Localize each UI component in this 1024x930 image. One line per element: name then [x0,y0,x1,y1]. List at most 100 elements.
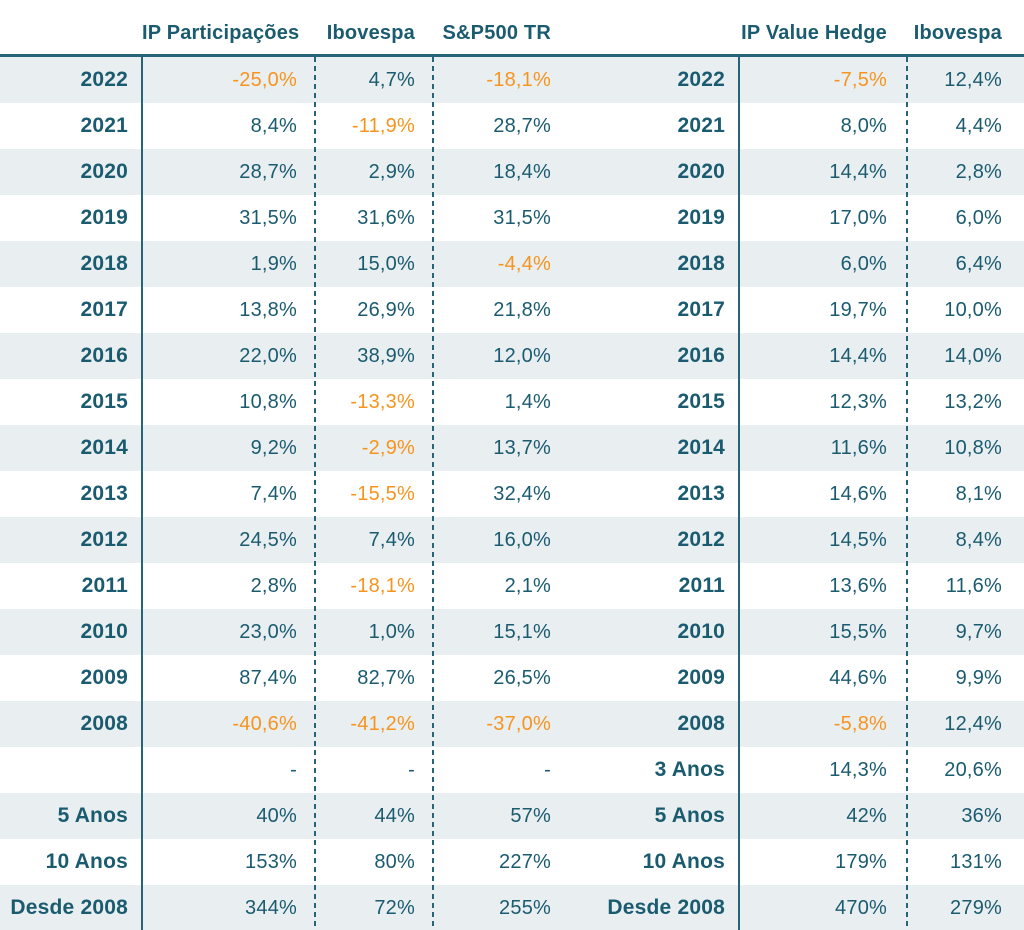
table-row: 2022 -25,0% 4,7% -18,1% 2022 -7,5% 12,4% [0,57,1024,103]
header-sp500-tr: S&P500 TR [442,22,551,44]
year-cell: Desde 2008 [10,896,128,919]
table-body: 2022 -25,0% 4,7% -18,1% 2022 -7,5% 12,4% 2021 8,… [0,57,1024,930]
year-cell: 2019 [677,206,725,229]
value-cell: 8,4% [955,528,1002,551]
header-ibovespa-right: Ibovespa [913,22,1002,44]
year-cell: 2021 [80,114,128,137]
divider-dashed-1 [314,57,316,930]
value-cell: 21,8% [493,298,551,321]
year-cell: 2017 [677,298,725,321]
year-cell: 2010 [677,620,725,643]
value-cell: 7,4% [368,528,415,551]
header-year-right [585,45,739,54]
value-cell: -5,8% [833,712,887,735]
header-ip-value-hedge: IP Value Hedge [741,22,887,44]
year-cell: 2011 [678,574,725,597]
value-cell: 9,7% [955,620,1002,643]
table-row: 10 Anos 153% 80% 227% 10 Anos 179% 131% [0,839,1024,885]
value-cell: -41,2% [350,712,415,735]
value-cell: -4,4% [497,252,551,275]
header-year-left [0,45,142,54]
value-cell: 4,7% [368,68,415,91]
table-row: 2015 10,8% -13,3% 1,4% 2015 12,3% 13,2% [0,379,1024,425]
value-cell: 10,8% [239,390,297,413]
header-ip-participacoes: IP Participações [142,22,300,44]
value-cell: 23,0% [239,620,297,643]
header-ibovespa-left: Ibovespa [326,22,415,44]
year-cell: 5 Anos [57,804,128,827]
value-cell: -7,5% [833,68,887,91]
value-cell: -18,1% [486,68,551,91]
value-cell: 179% [835,850,887,873]
divider-solid-left [141,57,143,930]
value-cell: 6,0% [840,252,887,275]
value-cell: 40% [256,804,297,827]
value-cell: - [544,758,551,781]
value-cell: 10,8% [944,436,1002,459]
value-cell: 26,9% [357,298,415,321]
value-cell: -37,0% [486,712,551,735]
year-cell: 2009 [80,666,128,689]
value-cell: 38,9% [357,344,415,367]
value-cell: -15,5% [350,482,415,505]
year-cell: 2013 [677,482,725,505]
value-cell: -25,0% [232,68,297,91]
table-row: 2014 9,2% -2,9% 13,7% 2014 11,6% 10,8% [0,425,1024,471]
year-cell: 3 Anos [654,758,725,781]
value-cell: 14,0% [944,344,1002,367]
year-cell: 2020 [677,160,725,183]
value-cell: 57% [510,804,551,827]
year-cell: 2012 [80,528,128,551]
year-cell: 2012 [677,528,725,551]
table-header-row: IP Participações Ibovespa S&P500 TR IP V… [0,0,1024,54]
value-cell: -18,1% [350,574,415,597]
year-cell: 2008 [677,712,725,735]
table-row: - - - 3 Anos 14,3% 20,6% [0,747,1024,793]
value-cell: 1,9% [250,252,297,275]
value-cell: 18,4% [493,160,551,183]
value-cell: 22,0% [239,344,297,367]
value-cell: 7,4% [250,482,297,505]
table-row: 2019 31,5% 31,6% 31,5% 2019 17,0% 6,0% [0,195,1024,241]
value-cell: 11,6% [945,574,1002,597]
value-cell: 11,6% [830,436,887,459]
value-cell: 31,5% [493,206,551,229]
value-cell: 31,6% [357,206,415,229]
value-cell: 82,7% [357,666,415,689]
value-cell: 87,4% [239,666,297,689]
value-cell: 12,4% [944,712,1002,735]
year-cell: 2016 [80,344,128,367]
value-cell: 15,1% [493,620,551,643]
table-row: 2013 7,4% -15,5% 32,4% 2013 14,6% 8,1% [0,471,1024,517]
year-cell: 2015 [677,390,725,413]
year-cell: 2018 [677,252,725,275]
year-cell: 2010 [80,620,128,643]
year-cell: 2013 [80,482,128,505]
table-row: 2009 87,4% 82,7% 26,5% 2009 44,6% 9,9% [0,655,1024,701]
year-cell: 2022 [677,68,725,91]
year-cell: 5 Anos [654,804,725,827]
value-cell: 28,7% [239,160,297,183]
value-cell: 19,7% [829,298,887,321]
value-cell: 2,1% [504,574,551,597]
value-cell: 227% [499,850,551,873]
value-cell: 10,0% [944,298,1002,321]
value-cell: 1,4% [504,390,551,413]
value-cell: 131% [950,850,1002,873]
table-row: 2020 28,7% 2,9% 18,4% 2020 14,4% 2,8% [0,149,1024,195]
table-row: 2010 23,0% 1,0% 15,1% 2010 15,5% 9,7% [0,609,1024,655]
year-cell: 2014 [677,436,725,459]
year-cell: 2018 [80,252,128,275]
table-row: 5 Anos 40% 44% 57% 5 Anos 42% 36% [0,793,1024,839]
value-cell: 2,9% [368,160,415,183]
value-cell: -40,6% [232,712,297,735]
value-cell: 14,3% [829,758,887,781]
value-cell: 344% [245,896,297,919]
year-cell: 2011 [81,574,128,597]
year-cell: 2008 [80,712,128,735]
table-row: 2018 1,9% 15,0% -4,4% 2018 6,0% 6,4% [0,241,1024,287]
value-cell: 8,4% [250,114,297,137]
year-cell: 2009 [677,666,725,689]
value-cell: 32,4% [493,482,551,505]
